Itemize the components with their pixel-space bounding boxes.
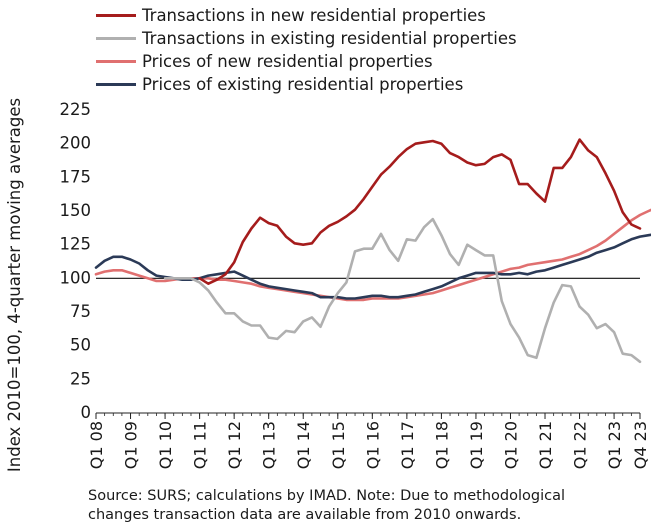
x-tick-label: Q1 14 xyxy=(294,421,313,469)
source-line-2: changes transaction data are available f… xyxy=(88,507,522,523)
y-tick-label: 75 xyxy=(70,302,91,321)
x-tick-label: Q1 10 xyxy=(156,421,175,469)
y-tick-label: 100 xyxy=(60,268,92,287)
series-line-3 xyxy=(94,233,651,300)
legend-item-new-transactions: Transactions in new residential properti… xyxy=(96,4,517,27)
x-tick-label: Q1 15 xyxy=(329,421,348,469)
y-axis-ticks: 0 25 50 75 100 125 150 175 200 225 xyxy=(60,100,92,422)
legend-label: Prices of new residential properties xyxy=(142,52,433,71)
y-tick-label: 125 xyxy=(60,235,92,254)
legend-swatch xyxy=(96,83,136,86)
y-axis-title: Index 2010=100, 4-quarter moving average… xyxy=(5,98,24,472)
legend-label: Transactions in new residential properti… xyxy=(142,6,486,25)
x-tick-label: Q1 18 xyxy=(432,421,451,469)
y-tick-label: 0 xyxy=(81,403,92,422)
legend-item-existing-prices: Prices of existing residential propertie… xyxy=(96,73,517,96)
legend-swatch xyxy=(96,60,136,63)
x-tick-label: Q1 08 xyxy=(87,421,106,469)
legend-label: Prices of existing residential propertie… xyxy=(142,75,464,94)
x-tick-label: Q4 23 xyxy=(631,421,650,469)
x-tick-label: Q1 17 xyxy=(398,421,417,469)
y-tick-label: 200 xyxy=(60,134,92,153)
series-line-0 xyxy=(198,138,642,286)
x-tick-label: Q1 16 xyxy=(363,421,382,469)
y-tick-label: 50 xyxy=(70,336,91,355)
legend-swatch xyxy=(96,37,136,40)
x-tick-label: Q1 21 xyxy=(536,421,555,469)
x-tick-label: Q1 22 xyxy=(571,421,590,469)
legend-item-new-prices: Prices of new residential properties xyxy=(96,50,517,73)
x-tick-label: Q1 09 xyxy=(122,421,141,469)
x-axis: Q1 08 Q1 09 Q1 10 Q1 11 Q1 12 Q1 13 Q1 14 Q1 15… xyxy=(87,277,650,469)
x-tick-label: Q1 20 xyxy=(501,421,520,469)
x-tick-label: Q1 19 xyxy=(467,421,486,469)
source-line-1: Source: SURS; calculations by IMAD. Note… xyxy=(88,488,566,504)
y-tick-label: 150 xyxy=(60,201,92,220)
x-tick-label: Q1 23 xyxy=(605,421,624,469)
y-tick-label: 175 xyxy=(60,167,92,186)
x-tick-label: Q1 11 xyxy=(191,421,210,469)
series-line-1 xyxy=(163,217,642,364)
x-tick-label: Q1 12 xyxy=(225,421,244,469)
legend-label: Transactions in existing residential pro… xyxy=(142,29,517,48)
y-tick-label: 225 xyxy=(60,100,92,119)
series-lines xyxy=(94,138,651,364)
x-tick-label: Q1 13 xyxy=(260,421,279,469)
legend-item-existing-transactions: Transactions in existing residential pro… xyxy=(96,27,517,50)
source-note: Source: SURS; calculations by IMAD. Note… xyxy=(88,487,565,525)
legend: Transactions in new residential properti… xyxy=(96,4,517,96)
legend-swatch xyxy=(96,14,136,17)
y-tick-label: 25 xyxy=(70,369,91,388)
